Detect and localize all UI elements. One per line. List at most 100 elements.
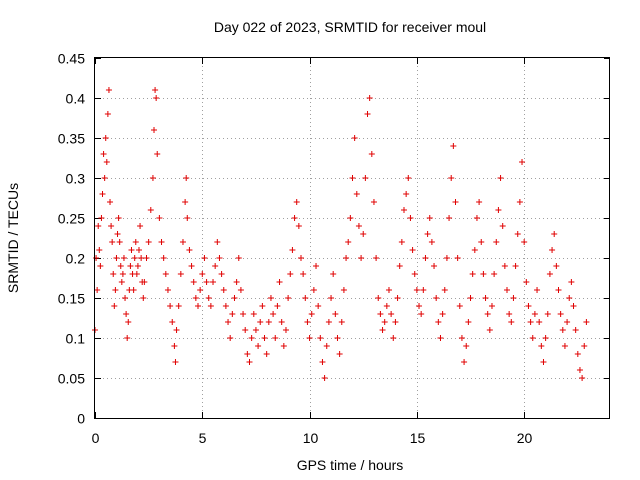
data-point bbox=[151, 127, 158, 133]
data-point bbox=[119, 271, 126, 277]
data-point bbox=[527, 319, 534, 325]
data-point bbox=[506, 311, 513, 317]
data-point bbox=[127, 263, 134, 269]
data-point bbox=[418, 311, 425, 317]
data-point bbox=[96, 247, 103, 253]
x-axis-label: GPS time / hours bbox=[297, 457, 404, 473]
data-point bbox=[497, 175, 504, 181]
data-point bbox=[233, 279, 240, 285]
data-point bbox=[218, 271, 225, 277]
data-point bbox=[188, 263, 195, 269]
x-tick-labels: 0 5 10 15 20 bbox=[92, 430, 533, 446]
data-point bbox=[109, 239, 116, 245]
data-point bbox=[138, 255, 145, 261]
x-tick-label: 15 bbox=[410, 430, 426, 446]
data-point bbox=[379, 327, 386, 333]
data-point bbox=[581, 343, 588, 349]
data-point bbox=[130, 287, 137, 293]
data-point bbox=[358, 255, 365, 261]
data-point bbox=[484, 311, 491, 317]
data-point bbox=[381, 319, 388, 325]
data-point bbox=[186, 247, 193, 253]
y-tick-label: 0.2 bbox=[66, 251, 86, 267]
data-point bbox=[332, 311, 339, 317]
data-point bbox=[302, 295, 309, 301]
data-point bbox=[156, 215, 163, 221]
data-point bbox=[366, 95, 373, 101]
y-tick-label: 0.15 bbox=[58, 291, 85, 307]
data-point bbox=[317, 335, 324, 341]
data-point bbox=[287, 271, 294, 277]
data-point bbox=[199, 271, 206, 277]
y-axis-label: SRMTID / TECUs bbox=[5, 183, 21, 293]
data-point bbox=[579, 375, 586, 381]
data-point bbox=[153, 95, 160, 101]
y-tick-label: 0 bbox=[77, 411, 85, 427]
data-point bbox=[516, 199, 523, 205]
data-point bbox=[583, 319, 590, 325]
data-point bbox=[426, 215, 433, 221]
data-point bbox=[450, 143, 457, 149]
axis-ticks bbox=[95, 58, 610, 419]
data-point bbox=[250, 311, 257, 317]
data-point bbox=[328, 295, 335, 301]
data-point bbox=[488, 303, 495, 309]
data-point bbox=[473, 215, 480, 221]
data-point bbox=[564, 319, 571, 325]
data-point bbox=[377, 311, 384, 317]
data-point bbox=[325, 319, 332, 325]
data-point bbox=[364, 111, 371, 117]
data-point bbox=[559, 327, 566, 333]
data-point bbox=[132, 239, 139, 245]
data-point bbox=[101, 175, 108, 181]
data-point bbox=[536, 319, 543, 325]
data-point bbox=[282, 327, 289, 333]
data-point bbox=[476, 199, 483, 205]
data-point bbox=[100, 151, 107, 157]
data-point bbox=[205, 295, 212, 301]
data-point bbox=[167, 303, 174, 309]
data-point bbox=[120, 255, 127, 261]
data-point bbox=[334, 335, 341, 341]
data-point bbox=[125, 319, 132, 325]
data-point bbox=[433, 295, 440, 301]
data-point bbox=[349, 175, 356, 181]
y-tick-label: 0.05 bbox=[58, 371, 85, 387]
data-point bbox=[225, 319, 232, 325]
data-point bbox=[435, 319, 442, 325]
data-point bbox=[94, 287, 101, 293]
data-point bbox=[272, 335, 279, 341]
data-point bbox=[330, 271, 337, 277]
data-point bbox=[456, 303, 463, 309]
data-point bbox=[177, 271, 184, 277]
data-point bbox=[235, 255, 242, 261]
x-tick-label: 10 bbox=[303, 430, 319, 446]
data-point bbox=[471, 247, 478, 253]
data-point bbox=[298, 255, 304, 261]
data-point bbox=[104, 111, 111, 117]
data-point bbox=[111, 303, 118, 309]
data-point bbox=[98, 215, 105, 221]
data-point bbox=[289, 247, 296, 253]
data-point bbox=[306, 335, 313, 341]
data-point bbox=[529, 335, 536, 341]
data-point bbox=[210, 279, 217, 285]
data-point bbox=[493, 239, 500, 245]
data-point bbox=[255, 343, 262, 349]
chart-title: Day 022 of 2023, SRMTID for receiver mou… bbox=[214, 19, 486, 35]
data-point bbox=[141, 279, 148, 285]
data-point bbox=[531, 311, 538, 317]
grid-lines bbox=[95, 58, 610, 418]
data-point bbox=[523, 279, 530, 285]
data-point bbox=[416, 303, 423, 309]
data-point bbox=[128, 247, 135, 253]
data-point bbox=[555, 287, 562, 293]
data-point bbox=[304, 319, 311, 325]
data-point bbox=[244, 351, 251, 357]
data-point bbox=[149, 175, 156, 181]
data-point bbox=[392, 319, 399, 325]
data-point bbox=[240, 311, 247, 317]
data-point bbox=[118, 279, 125, 285]
data-point bbox=[486, 327, 493, 333]
data-point bbox=[431, 263, 438, 269]
